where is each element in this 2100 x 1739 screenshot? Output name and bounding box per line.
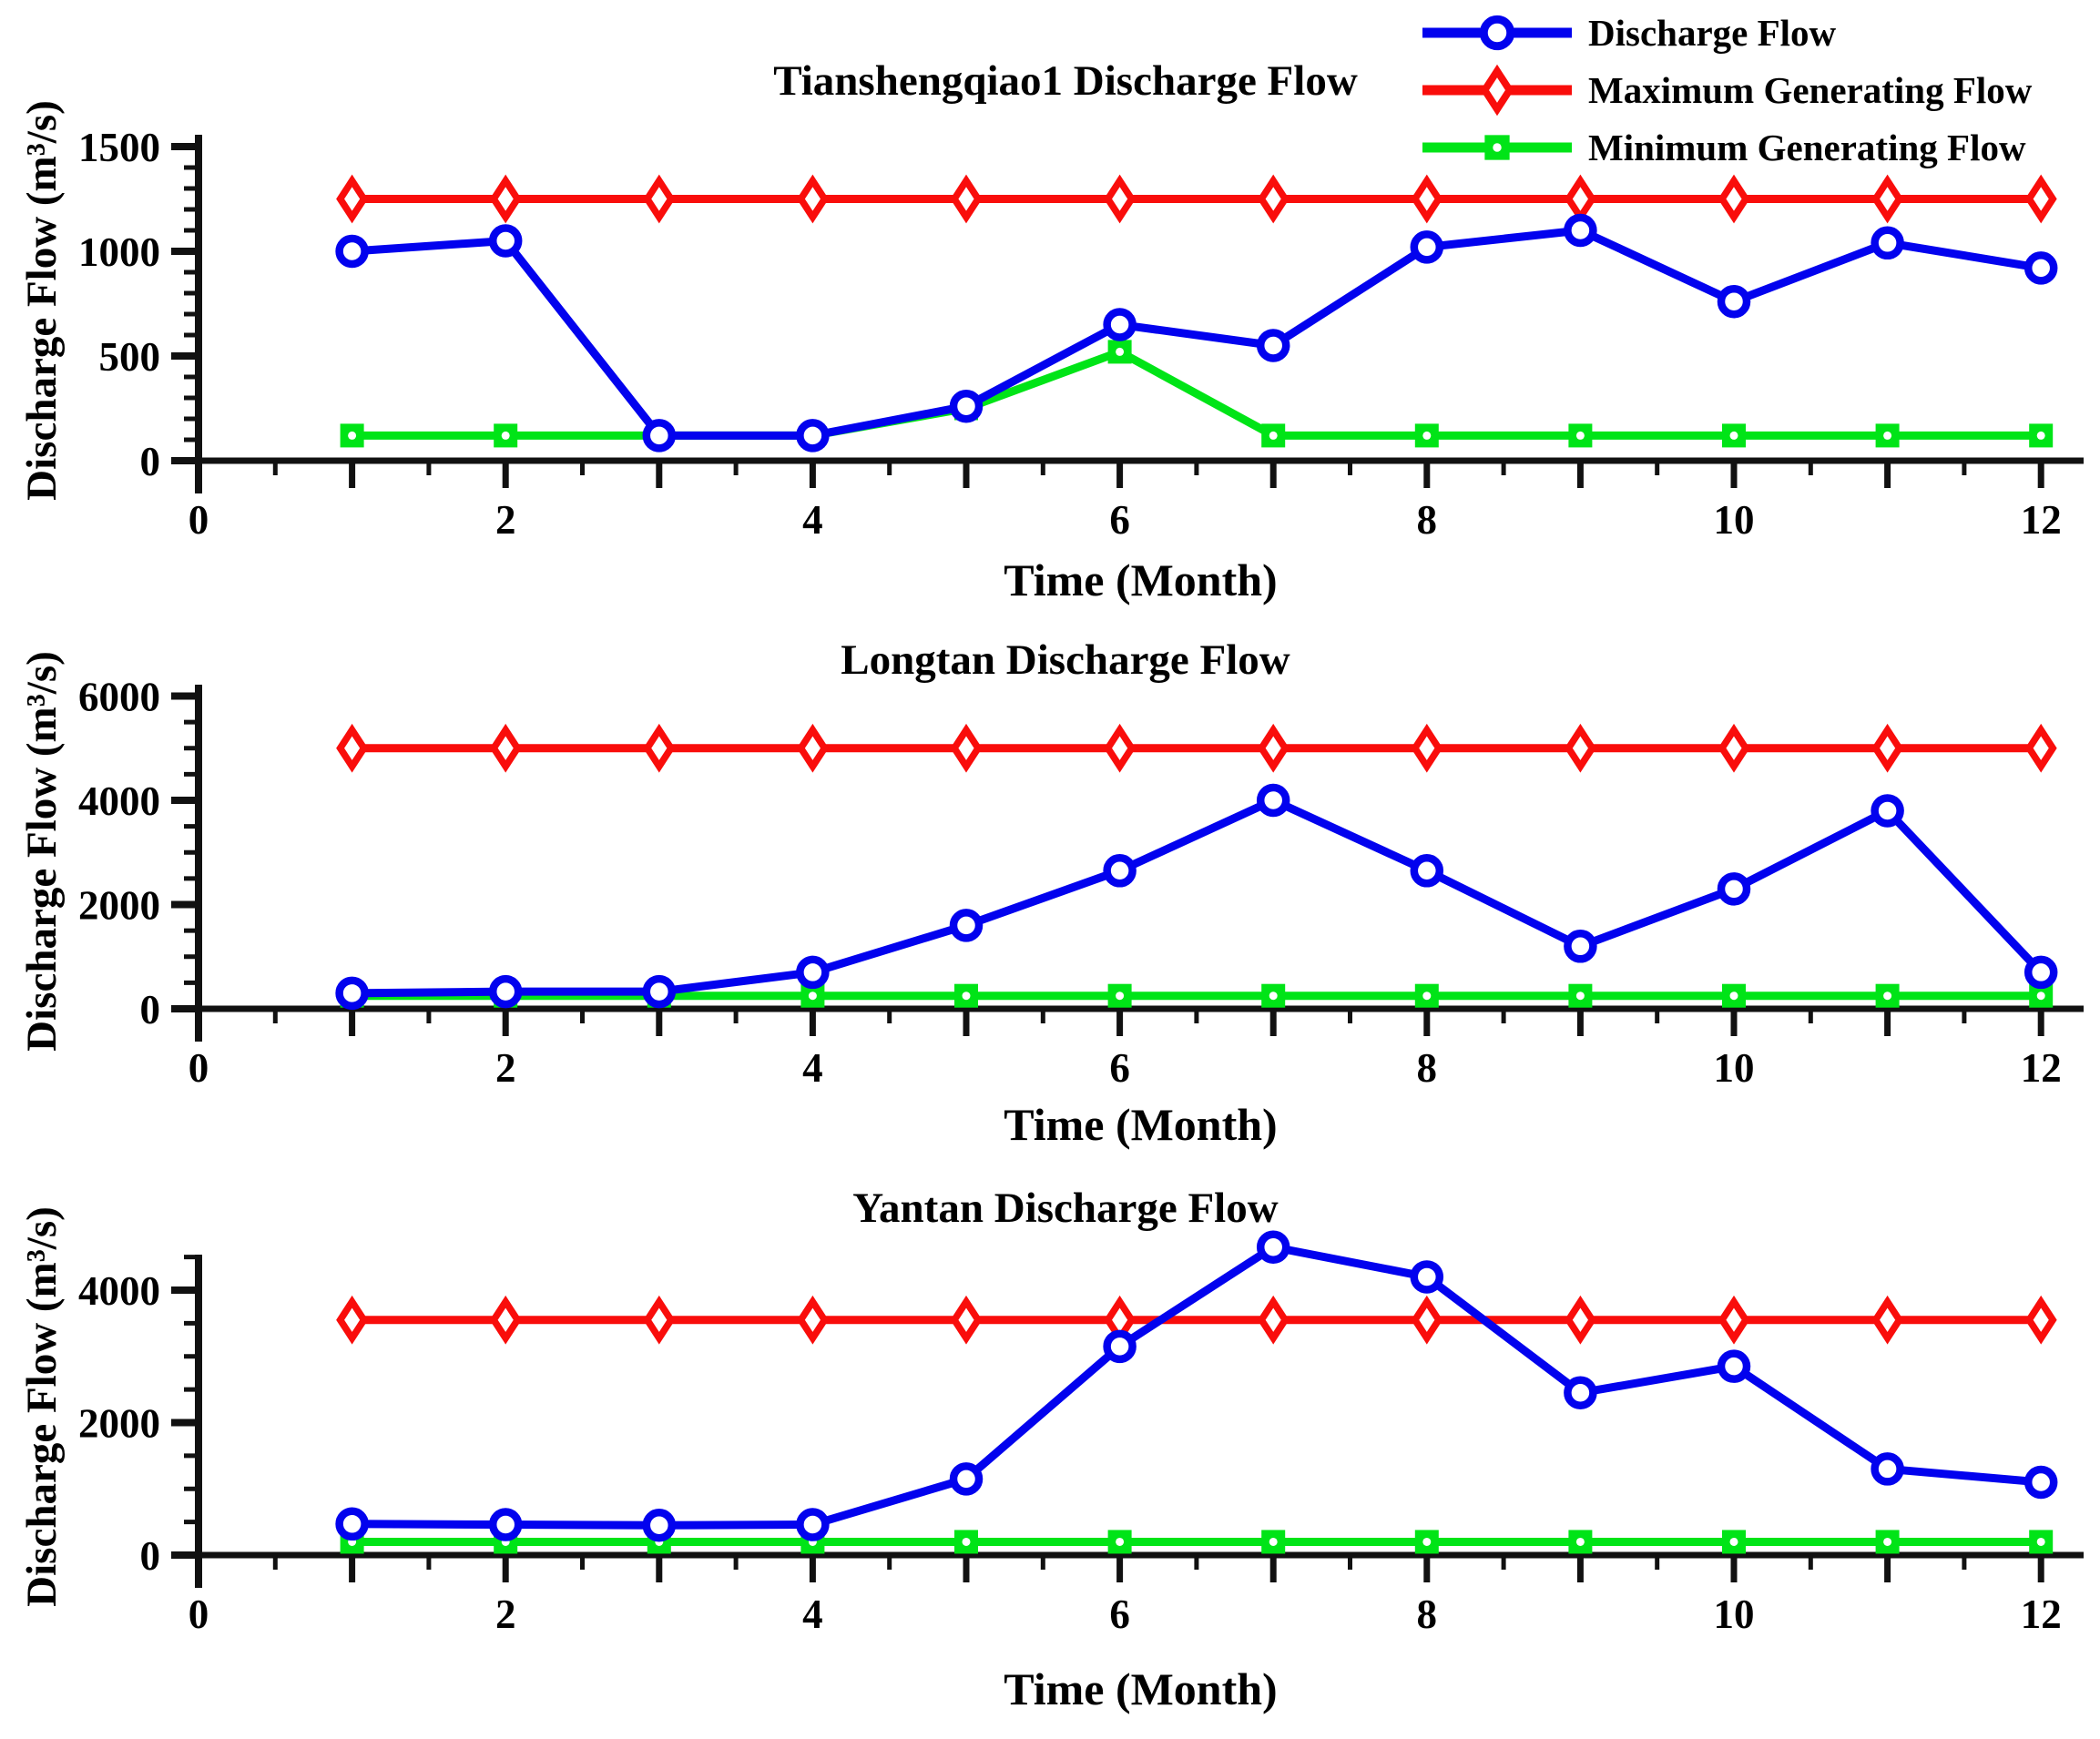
y-axis-label-3: Discharge Flow (m³/s) xyxy=(18,1206,66,1607)
svg-text:500: 500 xyxy=(99,334,161,380)
legend-label: Minimum Generating Flow xyxy=(1588,126,2026,168)
svg-text:8: 8 xyxy=(1417,1592,1438,1637)
legend-item-maximum-generating-flow: Maximum Generating Flow xyxy=(1419,61,2032,118)
svg-text:12: 12 xyxy=(2021,1045,2062,1091)
svg-text:0: 0 xyxy=(140,987,161,1032)
legend-item-discharge-flow: Discharge Flow xyxy=(1419,4,2032,61)
x-axis-label-1: Time (Month) xyxy=(1004,554,1278,605)
svg-text:0: 0 xyxy=(189,1045,209,1091)
chart-title-tianshengqiao1: Tianshengqiao1 Discharge Flow xyxy=(773,57,1358,105)
svg-text:6000: 6000 xyxy=(78,675,160,720)
svg-text:12: 12 xyxy=(2021,1592,2062,1637)
y-axis-label-2: Discharge Flow (m³/s) xyxy=(18,651,66,1052)
svg-text:4000: 4000 xyxy=(78,778,160,824)
legend: Discharge Flow Maximum Generating Flow M… xyxy=(1419,4,2032,176)
legend-label: Maximum Generating Flow xyxy=(1588,68,2033,111)
svg-text:8: 8 xyxy=(1417,497,1438,543)
svg-text:6: 6 xyxy=(1109,1592,1130,1637)
chart-title-yantan: Yantan Discharge Flow xyxy=(852,1185,1279,1232)
svg-text:4: 4 xyxy=(802,1592,823,1637)
legend-sample-discharge-flow-icon xyxy=(1422,15,1572,50)
svg-text:6: 6 xyxy=(1109,497,1130,543)
y-axis-label-1: Discharge Flow (m³/s) xyxy=(18,100,66,501)
svg-text:2: 2 xyxy=(495,1592,516,1637)
svg-text:1500: 1500 xyxy=(78,125,160,170)
svg-text:0: 0 xyxy=(189,497,209,543)
svg-text:6: 6 xyxy=(1109,1045,1130,1091)
legend-sample-maximum-generating-flow-icon xyxy=(1422,64,1572,116)
legend-label: Discharge Flow xyxy=(1588,11,1837,54)
x-axis-label-3: Time (Month) xyxy=(1004,1663,1278,1714)
svg-text:10: 10 xyxy=(1714,497,1755,543)
x-axis-label-2: Time (Month) xyxy=(1004,1099,1278,1150)
svg-text:0: 0 xyxy=(189,1592,209,1637)
chart-title-longtan: Longtan Discharge Flow xyxy=(841,636,1290,684)
svg-text:10: 10 xyxy=(1714,1592,1755,1637)
svg-text:1000: 1000 xyxy=(78,229,160,275)
svg-text:2: 2 xyxy=(495,1045,516,1091)
svg-text:4000: 4000 xyxy=(78,1268,160,1314)
svg-text:2000: 2000 xyxy=(78,1401,160,1447)
legend-item-minimum-generating-flow: Minimum Generating Flow xyxy=(1419,118,2032,176)
svg-text:10: 10 xyxy=(1714,1045,1755,1091)
svg-text:12: 12 xyxy=(2021,497,2062,543)
svg-text:8: 8 xyxy=(1417,1045,1438,1091)
svg-text:4: 4 xyxy=(802,497,823,543)
svg-text:2000: 2000 xyxy=(78,883,160,929)
svg-text:0: 0 xyxy=(140,1533,161,1579)
svg-text:4: 4 xyxy=(802,1045,823,1091)
svg-text:0: 0 xyxy=(140,439,161,484)
legend-sample-minimum-generating-flow-icon xyxy=(1422,134,1572,160)
svg-text:2: 2 xyxy=(495,497,516,543)
